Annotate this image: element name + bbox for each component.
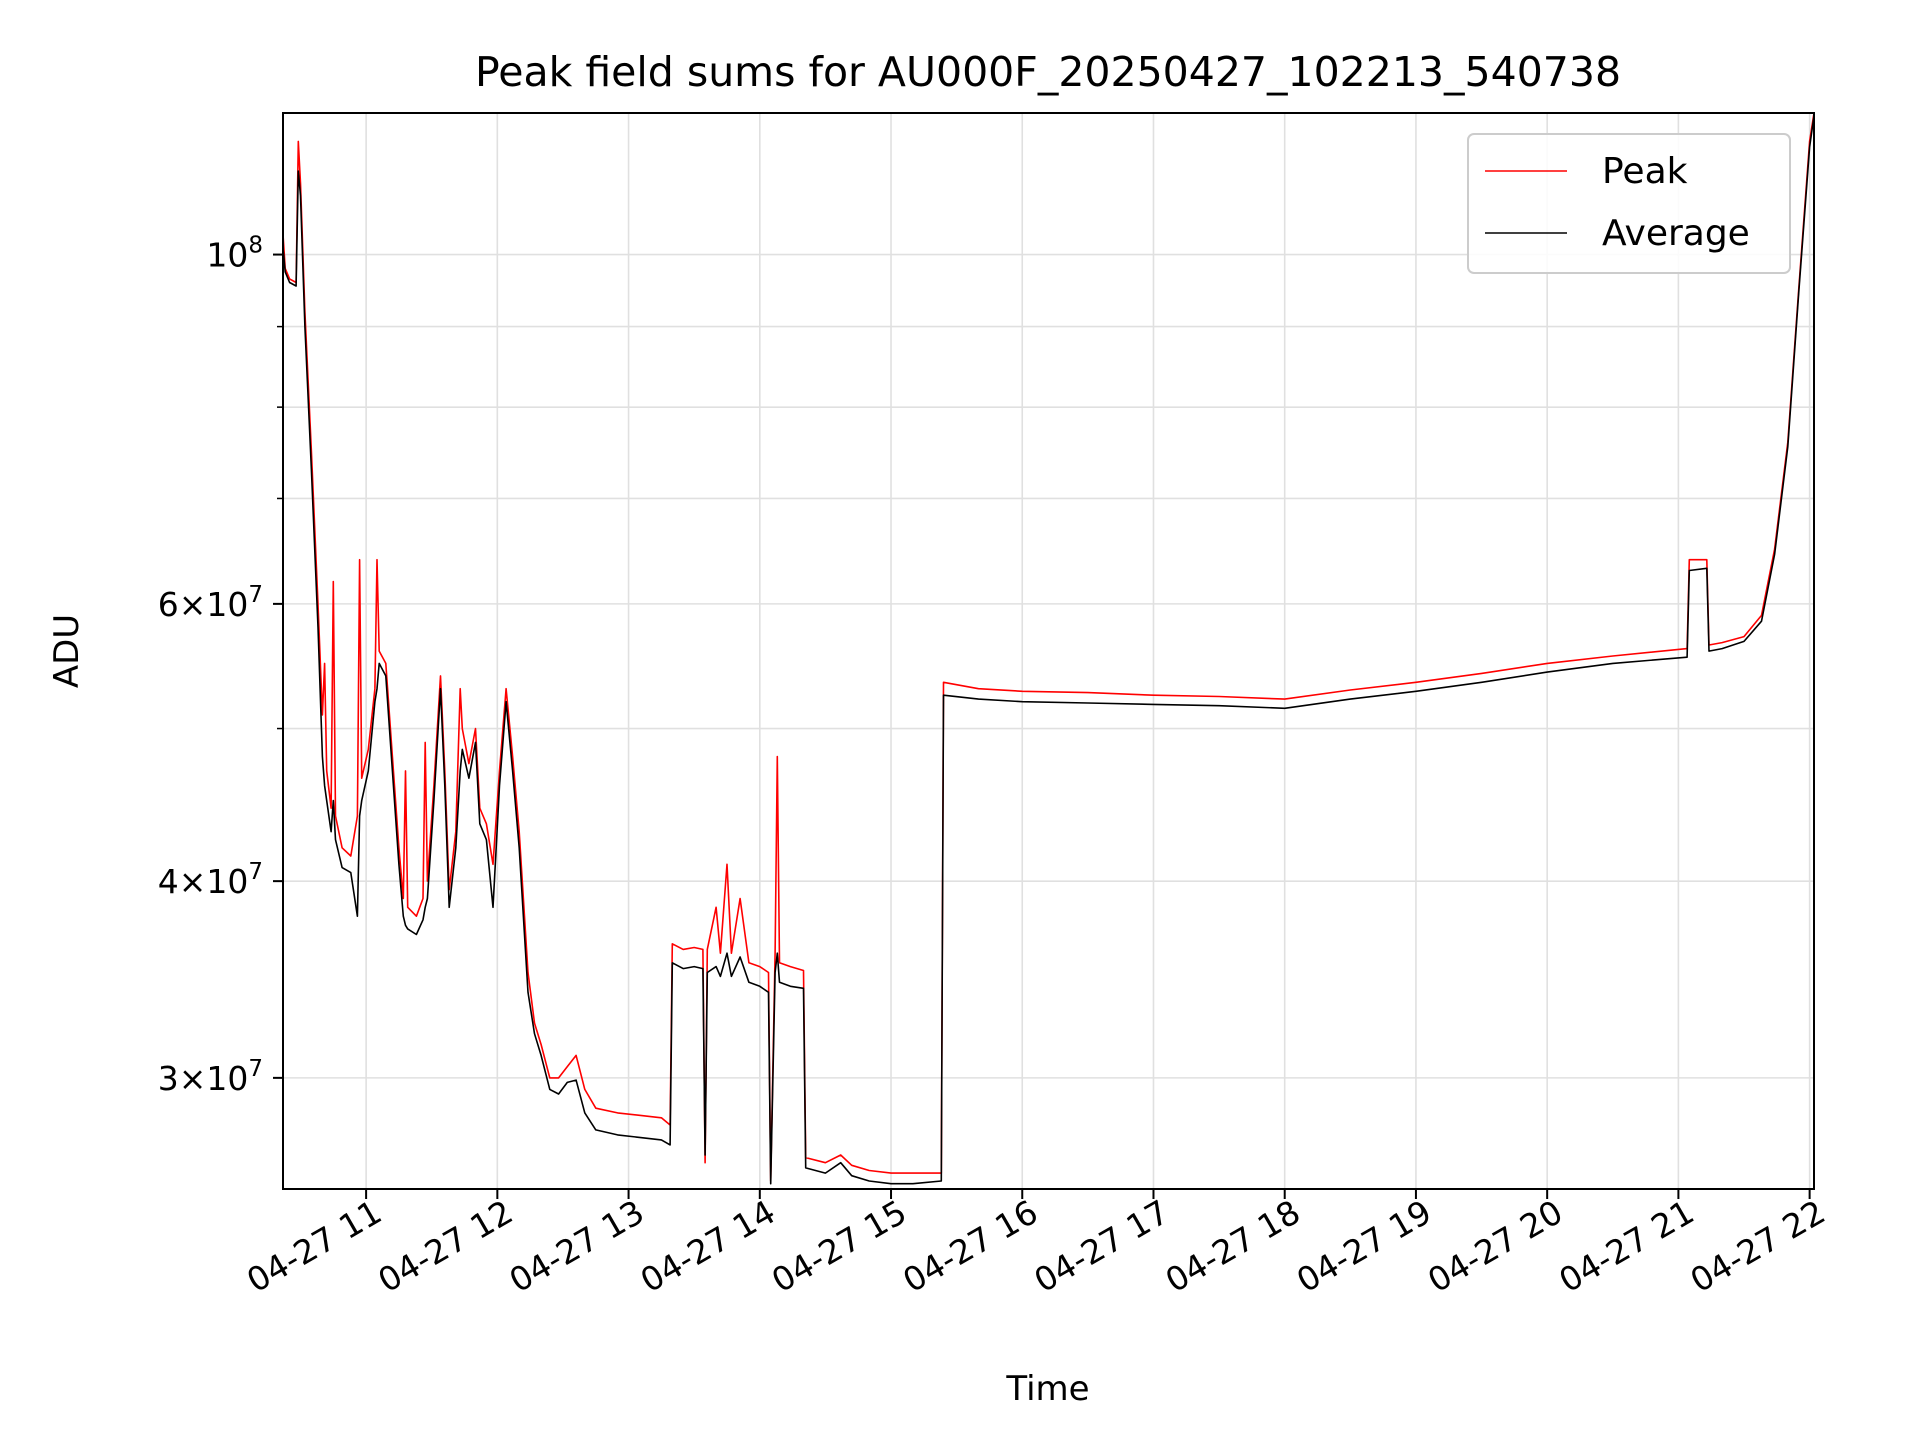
y-tick-label-exponent: 8: [248, 233, 263, 259]
chart-title: Peak field sums for AU000F_20250427_1022…: [475, 48, 1621, 96]
legend-label-peak: Peak: [1602, 151, 1688, 192]
plot-frame: [282, 112, 1815, 1190]
legend-label-average: Average: [1602, 213, 1750, 254]
legend: Peak Average: [1467, 133, 1791, 274]
y-tick-label-exponent: 7: [248, 1056, 263, 1082]
y-tick-label-base: 6×10: [158, 585, 249, 624]
y-tick-label-base: 10: [206, 236, 248, 275]
series-line-peak: [283, 113, 1814, 1182]
y-axis-label: ADU: [47, 614, 87, 688]
y-tick-label: 3×107: [158, 1056, 263, 1098]
series-line-average: [283, 115, 1814, 1185]
y-tick-label-base: 4×10: [158, 862, 249, 901]
x-axis-label: Time: [1005, 1369, 1089, 1409]
y-tick-label-exponent: 7: [248, 859, 263, 885]
y-tick-label: 108: [206, 233, 263, 275]
series-lines: [283, 113, 1814, 1185]
y-tick-label-base: 3×10: [158, 1059, 249, 1098]
y-tick-label-exponent: 7: [248, 582, 263, 608]
legend-box: [1467, 133, 1791, 274]
y-tick-label: 4×107: [158, 859, 263, 901]
y-tick-label: 6×107: [158, 582, 263, 624]
